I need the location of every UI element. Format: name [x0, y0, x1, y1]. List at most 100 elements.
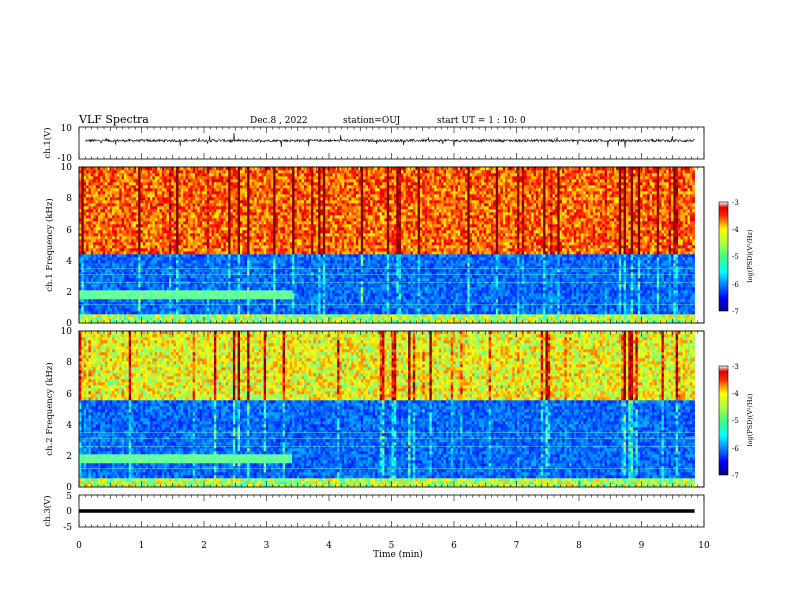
- spectrogram-cell: [93, 224, 96, 227]
- spectrogram-cell: [98, 230, 101, 233]
- spectrogram-cell: [276, 170, 279, 173]
- spectrogram-cell: [145, 275, 148, 278]
- spectrogram-cell: [145, 182, 148, 185]
- spectrogram-cell: [126, 242, 129, 245]
- spectrogram-cell: [169, 308, 172, 311]
- spectrogram-cell: [124, 182, 127, 185]
- spectrogram-cell: [285, 311, 288, 314]
- spectrogram-cell: [105, 200, 108, 203]
- spectrogram-cell: [292, 227, 295, 230]
- spectrogram-cell: [254, 257, 257, 260]
- spectrogram-cell: [105, 212, 108, 215]
- spectrogram-cell: [268, 269, 271, 272]
- spectrogram-cell: [162, 206, 165, 209]
- spectrogram-cell: [79, 170, 82, 173]
- spectrogram-cell: [204, 263, 207, 266]
- spectrogram-cell: [190, 308, 193, 311]
- spectrogram-cell: [221, 242, 224, 245]
- spectrogram-cell: [133, 266, 136, 269]
- spectrogram-cell: [197, 269, 200, 272]
- spectrogram-cell: [266, 221, 269, 224]
- spectrogram-cell: [93, 209, 96, 212]
- spectrogram-cell: [223, 293, 226, 296]
- spectrogram-cell: [124, 266, 127, 269]
- spectrogram-cell: [141, 254, 144, 257]
- spectrogram-cell: [183, 284, 186, 287]
- spectrogram-cell: [79, 203, 82, 206]
- spectrogram-cell: [164, 296, 167, 299]
- spectrogram-cell: [209, 314, 212, 317]
- spectrogram-cell: [278, 242, 281, 245]
- spectrogram-cell: [273, 194, 276, 197]
- spectrogram-cell: [105, 311, 108, 314]
- spectrogram-cell: [231, 212, 234, 215]
- spectrogram-cell: [119, 251, 122, 254]
- spectrogram-cell: [266, 308, 269, 311]
- spectrogram-cell: [207, 275, 210, 278]
- spectrogram-cell: [257, 218, 260, 221]
- spectrogram-cell: [214, 260, 217, 263]
- spectrogram-cell: [98, 194, 101, 197]
- spectrogram-cell: [133, 182, 136, 185]
- spectrogram-cell: [228, 185, 231, 188]
- spectrogram-cell: [245, 317, 248, 320]
- spectrogram-cell: [155, 245, 158, 248]
- spectrogram-cell: [145, 194, 148, 197]
- spectrogram-cell: [214, 290, 217, 293]
- spectrogram-cell: [164, 311, 167, 314]
- spectrogram-cell: [223, 173, 226, 176]
- spectrogram-cell: [103, 278, 106, 281]
- spectrogram-cell: [216, 176, 219, 179]
- spectrogram-cell: [131, 200, 134, 203]
- spectrogram-cell: [209, 224, 212, 227]
- spectrogram-cell: [174, 209, 177, 212]
- spectrogram-cell: [240, 284, 243, 287]
- spectrogram-cell: [124, 224, 127, 227]
- spectrogram-cell: [103, 257, 106, 260]
- spectrogram-cell: [181, 206, 184, 209]
- spectrogram-cell: [103, 218, 106, 221]
- spectrogram-cell: [283, 263, 286, 266]
- spectrogram-cell: [228, 305, 231, 308]
- spectrogram-cell: [145, 221, 148, 224]
- spectrogram-cell: [162, 230, 165, 233]
- spectrogram-cell: [204, 293, 207, 296]
- spectrogram-cell: [169, 182, 172, 185]
- spectrogram-cell: [235, 296, 238, 299]
- spectrogram-cell: [155, 176, 158, 179]
- spectrogram-cell: [110, 203, 113, 206]
- spectrogram-cell: [178, 308, 181, 311]
- spectrogram-cell: [93, 170, 96, 173]
- spectrogram-cell: [283, 203, 286, 206]
- spectrogram-cell: [178, 260, 181, 263]
- spectrogram-cell: [105, 275, 108, 278]
- spectrogram-cell: [195, 245, 198, 248]
- spectrogram-cell: [207, 176, 210, 179]
- spectrogram-cell: [122, 287, 125, 290]
- spectrogram-cell: [209, 242, 212, 245]
- spectrogram-cell: [86, 230, 89, 233]
- spectrogram-cell: [228, 194, 231, 197]
- spectrogram-cell: [190, 248, 193, 251]
- spectrogram-cell: [254, 179, 257, 182]
- spectrogram-cell: [150, 233, 153, 236]
- spectrogram-cell: [212, 269, 215, 272]
- spectrogram-cell: [273, 230, 276, 233]
- spectrogram-cell: [86, 221, 89, 224]
- spectrogram-cell: [249, 167, 252, 170]
- spectrogram-cell: [200, 245, 203, 248]
- spectrogram-cell: [280, 269, 283, 272]
- spectrogram-cell: [197, 236, 200, 239]
- spectrogram-cell: [115, 224, 118, 227]
- spectrogram-cell: [143, 308, 146, 311]
- spectrogram-cell: [126, 203, 129, 206]
- spectrogram-cell: [193, 314, 196, 317]
- spectrogram-cell: [254, 278, 257, 281]
- spectrogram-cell: [117, 251, 120, 254]
- spectrogram-cell: [195, 257, 198, 260]
- spectrogram-cell: [96, 176, 99, 179]
- spectrogram-cell: [176, 170, 179, 173]
- spectrogram-cell: [124, 239, 127, 242]
- spectrogram-cell: [86, 269, 89, 272]
- spectrogram-cell: [202, 263, 205, 266]
